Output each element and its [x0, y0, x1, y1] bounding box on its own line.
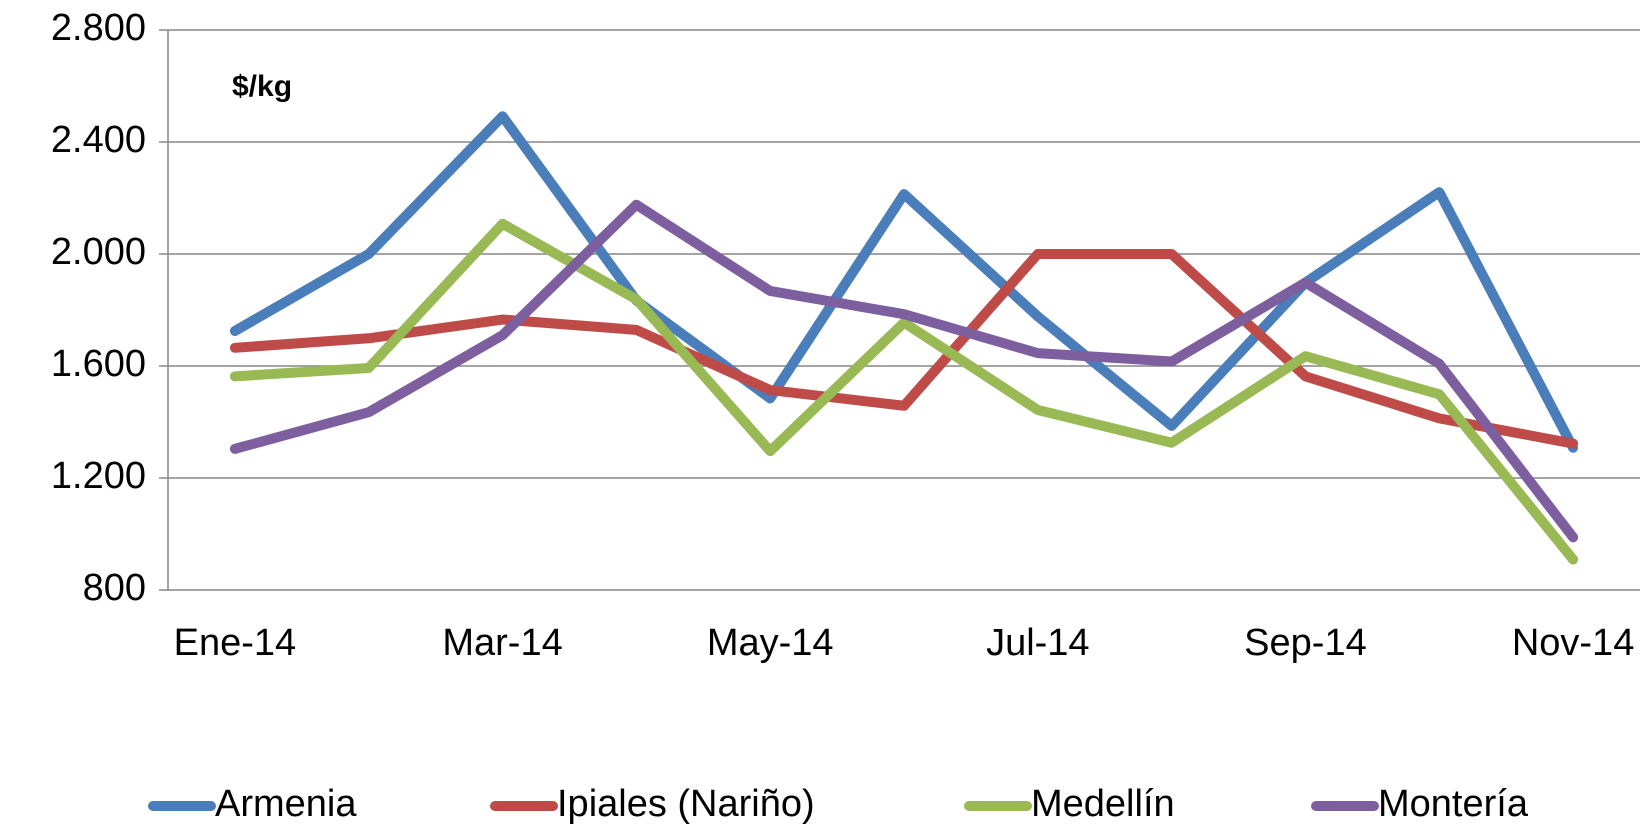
x-tick-label: Nov-14 [1512, 622, 1635, 664]
y-tick-label: 2.400 [51, 119, 146, 161]
y-tick-label: 800 [83, 567, 146, 609]
x-tick-label: Sep-14 [1244, 622, 1367, 664]
x-tick-label: Jul-14 [986, 622, 1090, 664]
x-tick-label: Ene-14 [174, 622, 297, 664]
series-line [229, 218, 1579, 565]
legend-label: Ipiales (Nariño) [557, 783, 815, 825]
x-tick-label: May-14 [707, 622, 834, 664]
legend-label: Montería [1378, 783, 1529, 825]
legend-label: Medellín [1031, 783, 1175, 825]
legend-label: Armenia [215, 783, 357, 825]
y-tick-label: 1.200 [51, 455, 146, 497]
series-line [229, 111, 1579, 453]
unit-label: $/kg [232, 70, 292, 103]
y-tick-label: 2.000 [51, 231, 146, 273]
series-line [229, 249, 1579, 449]
x-tick-label: Mar-14 [442, 622, 562, 664]
y-tick-label: 1.600 [51, 343, 146, 385]
series-line [229, 199, 1579, 543]
y-tick-label: 2.800 [51, 7, 146, 49]
